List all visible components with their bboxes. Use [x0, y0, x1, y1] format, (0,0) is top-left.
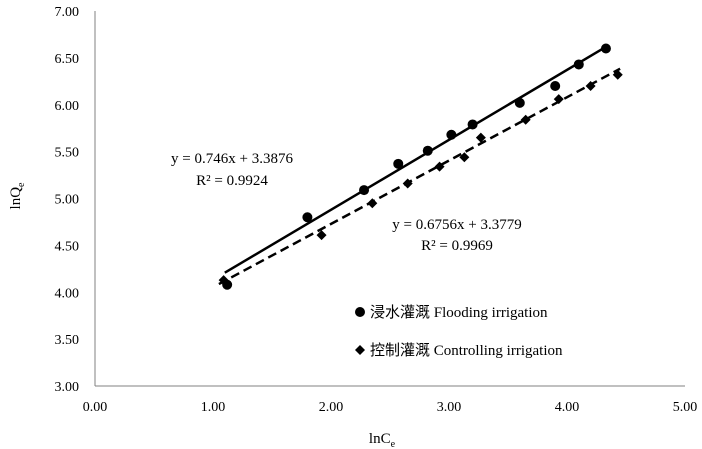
fit-line-flooding [224, 44, 609, 274]
y-axis-label-sub: e [16, 182, 27, 187]
data-point-controlling [218, 275, 229, 286]
y-tick-label: 4.50 [55, 239, 80, 254]
legend-diamond-marker [355, 345, 365, 355]
y-tick-label: 6.00 [55, 99, 80, 114]
r2-flooding: R² = 0.9924 [196, 173, 268, 189]
y-tick-label: 7.00 [55, 5, 80, 20]
fit-lines [218, 44, 621, 286]
y-tick-label: 5.00 [55, 193, 80, 208]
data-point-flooding [302, 212, 313, 223]
r2-controlling: R² = 0.9969 [421, 238, 493, 254]
data-point-controlling [553, 94, 564, 105]
y-tick-label: 6.50 [55, 52, 80, 67]
data-point-controlling [316, 230, 327, 241]
data-point-controlling [402, 178, 413, 189]
x-tick-label: 0.00 [83, 400, 108, 415]
fit-line-controlling [218, 67, 621, 286]
data-point-flooding [359, 185, 370, 196]
data-point-flooding [600, 43, 611, 54]
legend-circle-marker [355, 307, 365, 317]
data-point-controlling [434, 161, 445, 172]
data-point-flooding [393, 158, 404, 169]
data-point-controlling [520, 114, 531, 125]
y-tick-labels: 3.00 3.50 4.00 4.50 5.00 5.50 6.00 6.50 7.00 [55, 5, 80, 395]
y-tick-label: 3.50 [55, 333, 80, 348]
data-point-controlling [612, 69, 623, 80]
y-tick-label: 3.00 [55, 380, 80, 395]
data-point-flooding [446, 129, 457, 140]
data-point-controlling [367, 198, 378, 209]
y-tick-label: 4.00 [55, 286, 80, 301]
data-point-controlling [459, 152, 470, 163]
data-point-flooding [514, 97, 525, 108]
data-point-controlling [585, 81, 596, 91]
axes [94, 11, 685, 387]
equation-flooding: y = 0.746x + 3.3876 [171, 151, 293, 167]
x-tick-label: 5.00 [673, 400, 698, 415]
x-axis-label-main: lnC [369, 431, 391, 447]
x-axis-label-sub: e [391, 439, 396, 449]
x-tick-label: 2.00 [319, 400, 344, 415]
x-tick-label: 1.00 [201, 400, 226, 415]
y-tick-label: 5.50 [55, 146, 80, 161]
data-point-flooding [467, 119, 478, 130]
legend-label-controlling: 控制灌溉 Controlling irrigation [370, 342, 563, 359]
equation-controlling: y = 0.6756x + 3.3779 [392, 217, 521, 233]
data-points [218, 43, 623, 290]
x-tick-labels: 0.00 1.00 2.00 3.00 4.00 5.00 [83, 400, 698, 415]
x-axis-label: lnCe [369, 431, 396, 449]
legend: 浸水灌溉 Flooding irrigation 控制灌溉 Controllin… [355, 304, 563, 359]
y-axis-label-main: lnQ [8, 187, 24, 210]
data-point-flooding [422, 145, 433, 156]
y-axis-label: lnQe [8, 182, 27, 210]
data-point-flooding [550, 81, 561, 91]
data-point-controlling [475, 132, 486, 143]
data-point-flooding [573, 59, 584, 70]
x-tick-label: 3.00 [437, 400, 462, 415]
x-tick-label: 4.00 [555, 400, 580, 415]
legend-label-flooding: 浸水灌溉 Flooding irrigation [370, 304, 548, 321]
